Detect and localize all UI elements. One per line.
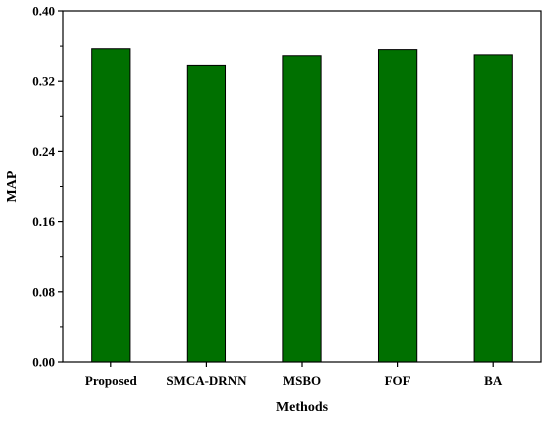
- y-tick-label: 0.24: [32, 144, 55, 159]
- bars-group: [91, 48, 513, 363]
- bar-fof: [377, 49, 418, 363]
- x-tick-label: SMCA-DRNN: [166, 373, 247, 388]
- x-axis: Proposed SMCA-DRNN MSBO FOF BA: [85, 362, 503, 388]
- x-tick-label: MSBO: [283, 373, 321, 388]
- x-tick-label: BA: [484, 373, 503, 388]
- y-tick-label: 0.00: [32, 355, 55, 370]
- y-tick-label: 0.08: [32, 284, 55, 299]
- y-tick-label: 0.32: [32, 74, 55, 89]
- x-tick-label: Proposed: [85, 373, 138, 388]
- y-tick-label: 0.40: [32, 4, 55, 19]
- y-axis-label: MAP: [5, 170, 20, 202]
- y-tick-label: 0.16: [32, 214, 55, 229]
- bar-msbo: [282, 55, 322, 363]
- y-axis: 0.00 0.08 0.16 0.24 0.32 0.40: [32, 4, 63, 370]
- x-axis-label: Methods: [276, 400, 329, 415]
- bar-smca-drnn: [186, 64, 227, 363]
- bar-proposed: [91, 48, 131, 363]
- bar-ba: [473, 54, 513, 363]
- x-tick-label: FOF: [385, 373, 411, 388]
